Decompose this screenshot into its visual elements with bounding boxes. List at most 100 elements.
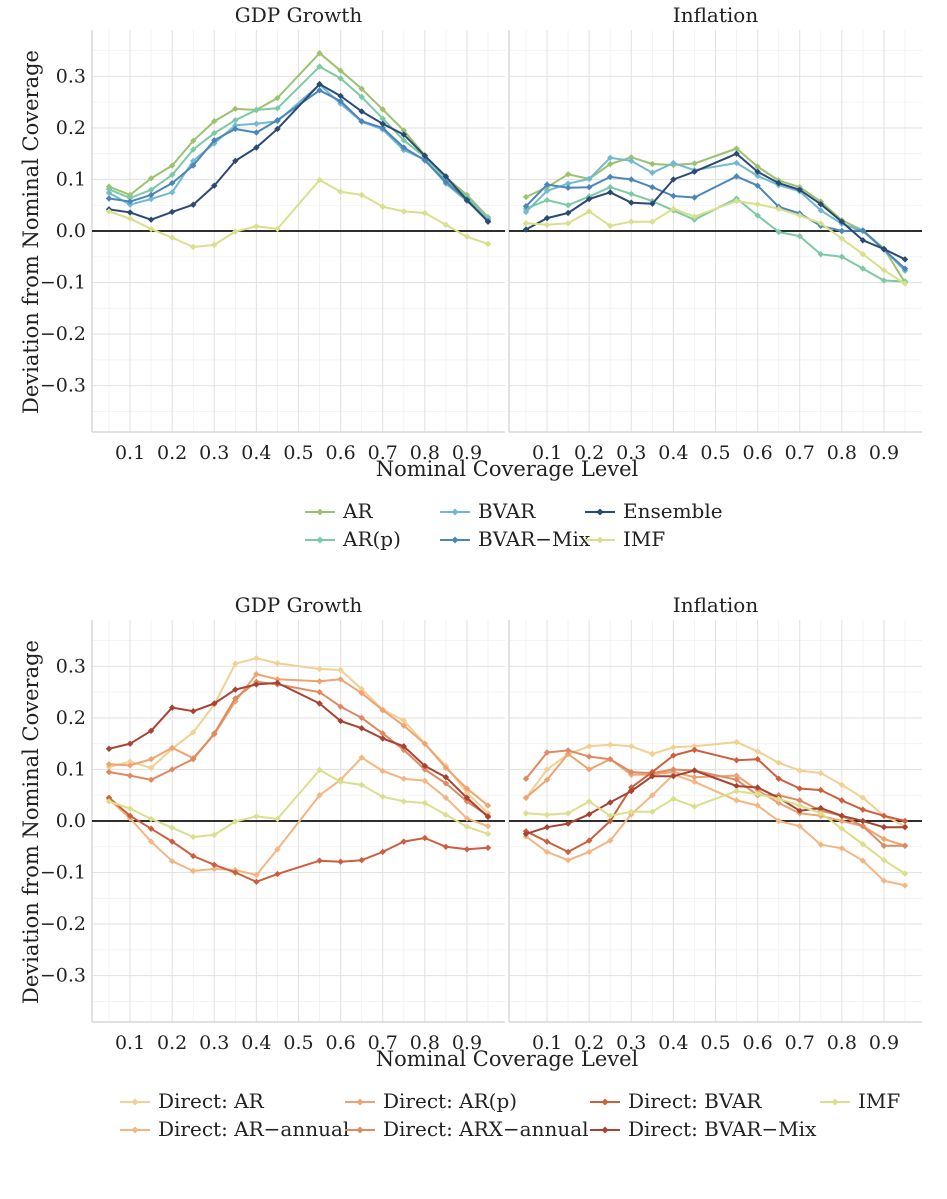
data-point: [358, 191, 365, 199]
x-tick-label: 0.5: [700, 442, 730, 464]
data-point: [543, 221, 551, 229]
data-point: [585, 753, 593, 760]
legend-item: Direct: BVAR−Mix: [590, 1117, 817, 1141]
data-point: [901, 882, 909, 889]
data-point: [274, 94, 281, 102]
data-point: [484, 830, 492, 838]
data-point: [211, 865, 218, 873]
data-point: [522, 203, 530, 210]
series-ensemble: [522, 150, 909, 263]
legend-label: AR: [342, 499, 373, 523]
legend-item: BVAR: [440, 499, 536, 523]
data-point: [168, 234, 176, 241]
data-point: [400, 775, 407, 782]
y-axis-title: Deviation from Nominal Coverage: [19, 640, 43, 1004]
data-point: [607, 799, 614, 806]
data-point: [274, 116, 281, 124]
data-point: [670, 752, 677, 759]
x-tick-label: 0.7: [785, 442, 815, 464]
data-point: [901, 870, 909, 877]
data-point: [126, 805, 134, 812]
legend-label: AR(p): [342, 527, 401, 551]
data-point: [337, 666, 344, 674]
data-point: [379, 848, 386, 856]
data-point: [628, 157, 635, 165]
legend-item: IMF: [585, 527, 665, 551]
data-point: [670, 205, 677, 213]
legend-key-point: [451, 536, 459, 544]
data-point: [147, 727, 155, 735]
data-point: [859, 237, 867, 244]
data-point: [543, 214, 551, 222]
legend-key-point: [356, 1098, 364, 1106]
data-point: [253, 878, 260, 886]
data-point: [232, 122, 239, 129]
data-point: [147, 838, 155, 845]
data-point: [796, 822, 803, 830]
data-point: [628, 199, 635, 206]
data-point: [691, 773, 698, 781]
data-point: [649, 808, 656, 815]
data-point: [379, 706, 386, 714]
data-point: [358, 725, 365, 732]
x-tick-label: 0.2: [157, 442, 187, 464]
data-point: [564, 184, 572, 191]
legend-item: AR: [305, 499, 373, 523]
data-point: [274, 679, 281, 687]
data-point: [400, 838, 407, 845]
data-point: [522, 830, 530, 838]
data-point: [232, 695, 239, 702]
legend-key-point: [131, 1098, 139, 1106]
data-point: [522, 208, 530, 216]
legend: AR AR(p) BVAR BVAR−Mix Ensemble IMF: [305, 499, 723, 551]
data-point: [585, 798, 593, 805]
data-point: [733, 782, 740, 790]
data-point: [105, 761, 113, 768]
data-point: [564, 820, 572, 827]
data-point: [564, 810, 572, 817]
data-point: [817, 841, 824, 848]
panel-1-gdp-growth: GDP Growth 0.1 0.2 0.3 0.4 0.5 0.6 0.7 0.8 0.9 −0.…: [40, 3, 505, 464]
data-point: [232, 228, 239, 235]
data-point: [442, 173, 450, 180]
data-point: [543, 838, 551, 845]
series-line: [108, 756, 489, 877]
data-point: [649, 200, 656, 207]
legend-key-point: [356, 1126, 364, 1134]
data-point: [901, 280, 909, 287]
legend-label: Direct: BVAR: [628, 1089, 762, 1113]
x-tick-label: 0.5: [700, 1032, 730, 1054]
data-point: [421, 157, 429, 164]
data-point: [670, 744, 677, 751]
x-tick-label: 0.7: [368, 1032, 398, 1054]
data-point: [190, 708, 197, 715]
data-point: [211, 182, 218, 189]
data-point: [337, 778, 344, 786]
legend-item: IMF: [820, 1089, 900, 1113]
data-point: [274, 870, 281, 878]
y-tick-label: 0.0: [56, 810, 86, 832]
series-imf: [522, 787, 909, 877]
x-tick-label: 0.6: [326, 1032, 356, 1054]
data-point: [190, 162, 197, 169]
x-tick-label: 0.1: [115, 442, 145, 464]
data-point: [859, 817, 867, 825]
data-point: [543, 823, 551, 831]
series-line: [108, 797, 489, 883]
data-point: [147, 776, 155, 783]
data-point: [337, 67, 344, 74]
legend-item: Direct: BVAR: [590, 1089, 762, 1113]
data-point: [522, 220, 530, 227]
data-point: [543, 848, 551, 856]
data-point: [880, 277, 888, 284]
data-point: [232, 125, 239, 133]
data-point: [379, 120, 386, 127]
data-point: [901, 256, 909, 263]
data-point: [838, 781, 846, 789]
data-point: [358, 93, 365, 101]
data-point: [337, 97, 344, 105]
data-point: [628, 808, 635, 815]
data-point: [253, 871, 260, 879]
data-point: [522, 794, 530, 802]
data-point: [274, 846, 281, 853]
